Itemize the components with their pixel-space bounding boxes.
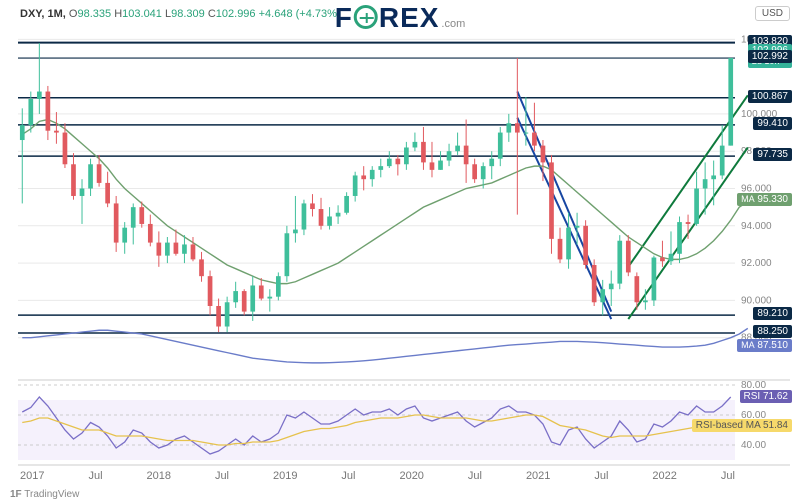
x-tick: Jul — [468, 470, 482, 482]
svg-text:92.000: 92.000 — [741, 258, 772, 269]
svg-text:90.000: 90.000 — [741, 295, 772, 306]
price-label: 102.992 — [748, 50, 792, 63]
x-tick: Jul — [721, 470, 735, 482]
price-label: 89.210 — [753, 307, 792, 320]
tradingview-credit: 1F TradingView — [10, 489, 79, 500]
price-label: 100.867 — [748, 90, 792, 103]
rsi-ma-label: RSI-based MA 51.84 — [692, 419, 792, 432]
price-label: 97.735 — [753, 148, 792, 161]
x-tick: 2020 — [399, 470, 423, 482]
x-tick: 2019 — [273, 470, 297, 482]
x-tick: 2022 — [652, 470, 676, 482]
rsi-value-label: RSI 71.62 — [740, 390, 792, 403]
price-label: 88.250 — [753, 325, 792, 338]
svg-text:40.00: 40.00 — [741, 440, 766, 451]
svg-text:94.000: 94.000 — [741, 221, 772, 232]
chart-container: DXY, 1M, O98.335 H103.041 L98.309 C102.9… — [0, 0, 800, 504]
x-tick: 2017 — [20, 470, 44, 482]
x-tick: Jul — [341, 470, 355, 482]
x-tick: 2021 — [526, 470, 550, 482]
x-tick: 2018 — [146, 470, 170, 482]
ma2-label: MA 87.510 — [737, 339, 792, 352]
ma-label: MA 95.330 — [737, 193, 792, 206]
x-tick: Jul — [215, 470, 229, 482]
x-tick: Jul — [88, 470, 102, 482]
price-label: 99.410 — [753, 117, 792, 130]
x-tick: Jul — [594, 470, 608, 482]
x-axis: 2017 Jul 2018 Jul 2019 Jul 2020 Jul 2021 Jul 2022 J… — [20, 470, 735, 482]
price-chart[interactable]: 88.00090.00092.00094.00096.00098.000100.… — [0, 0, 800, 504]
